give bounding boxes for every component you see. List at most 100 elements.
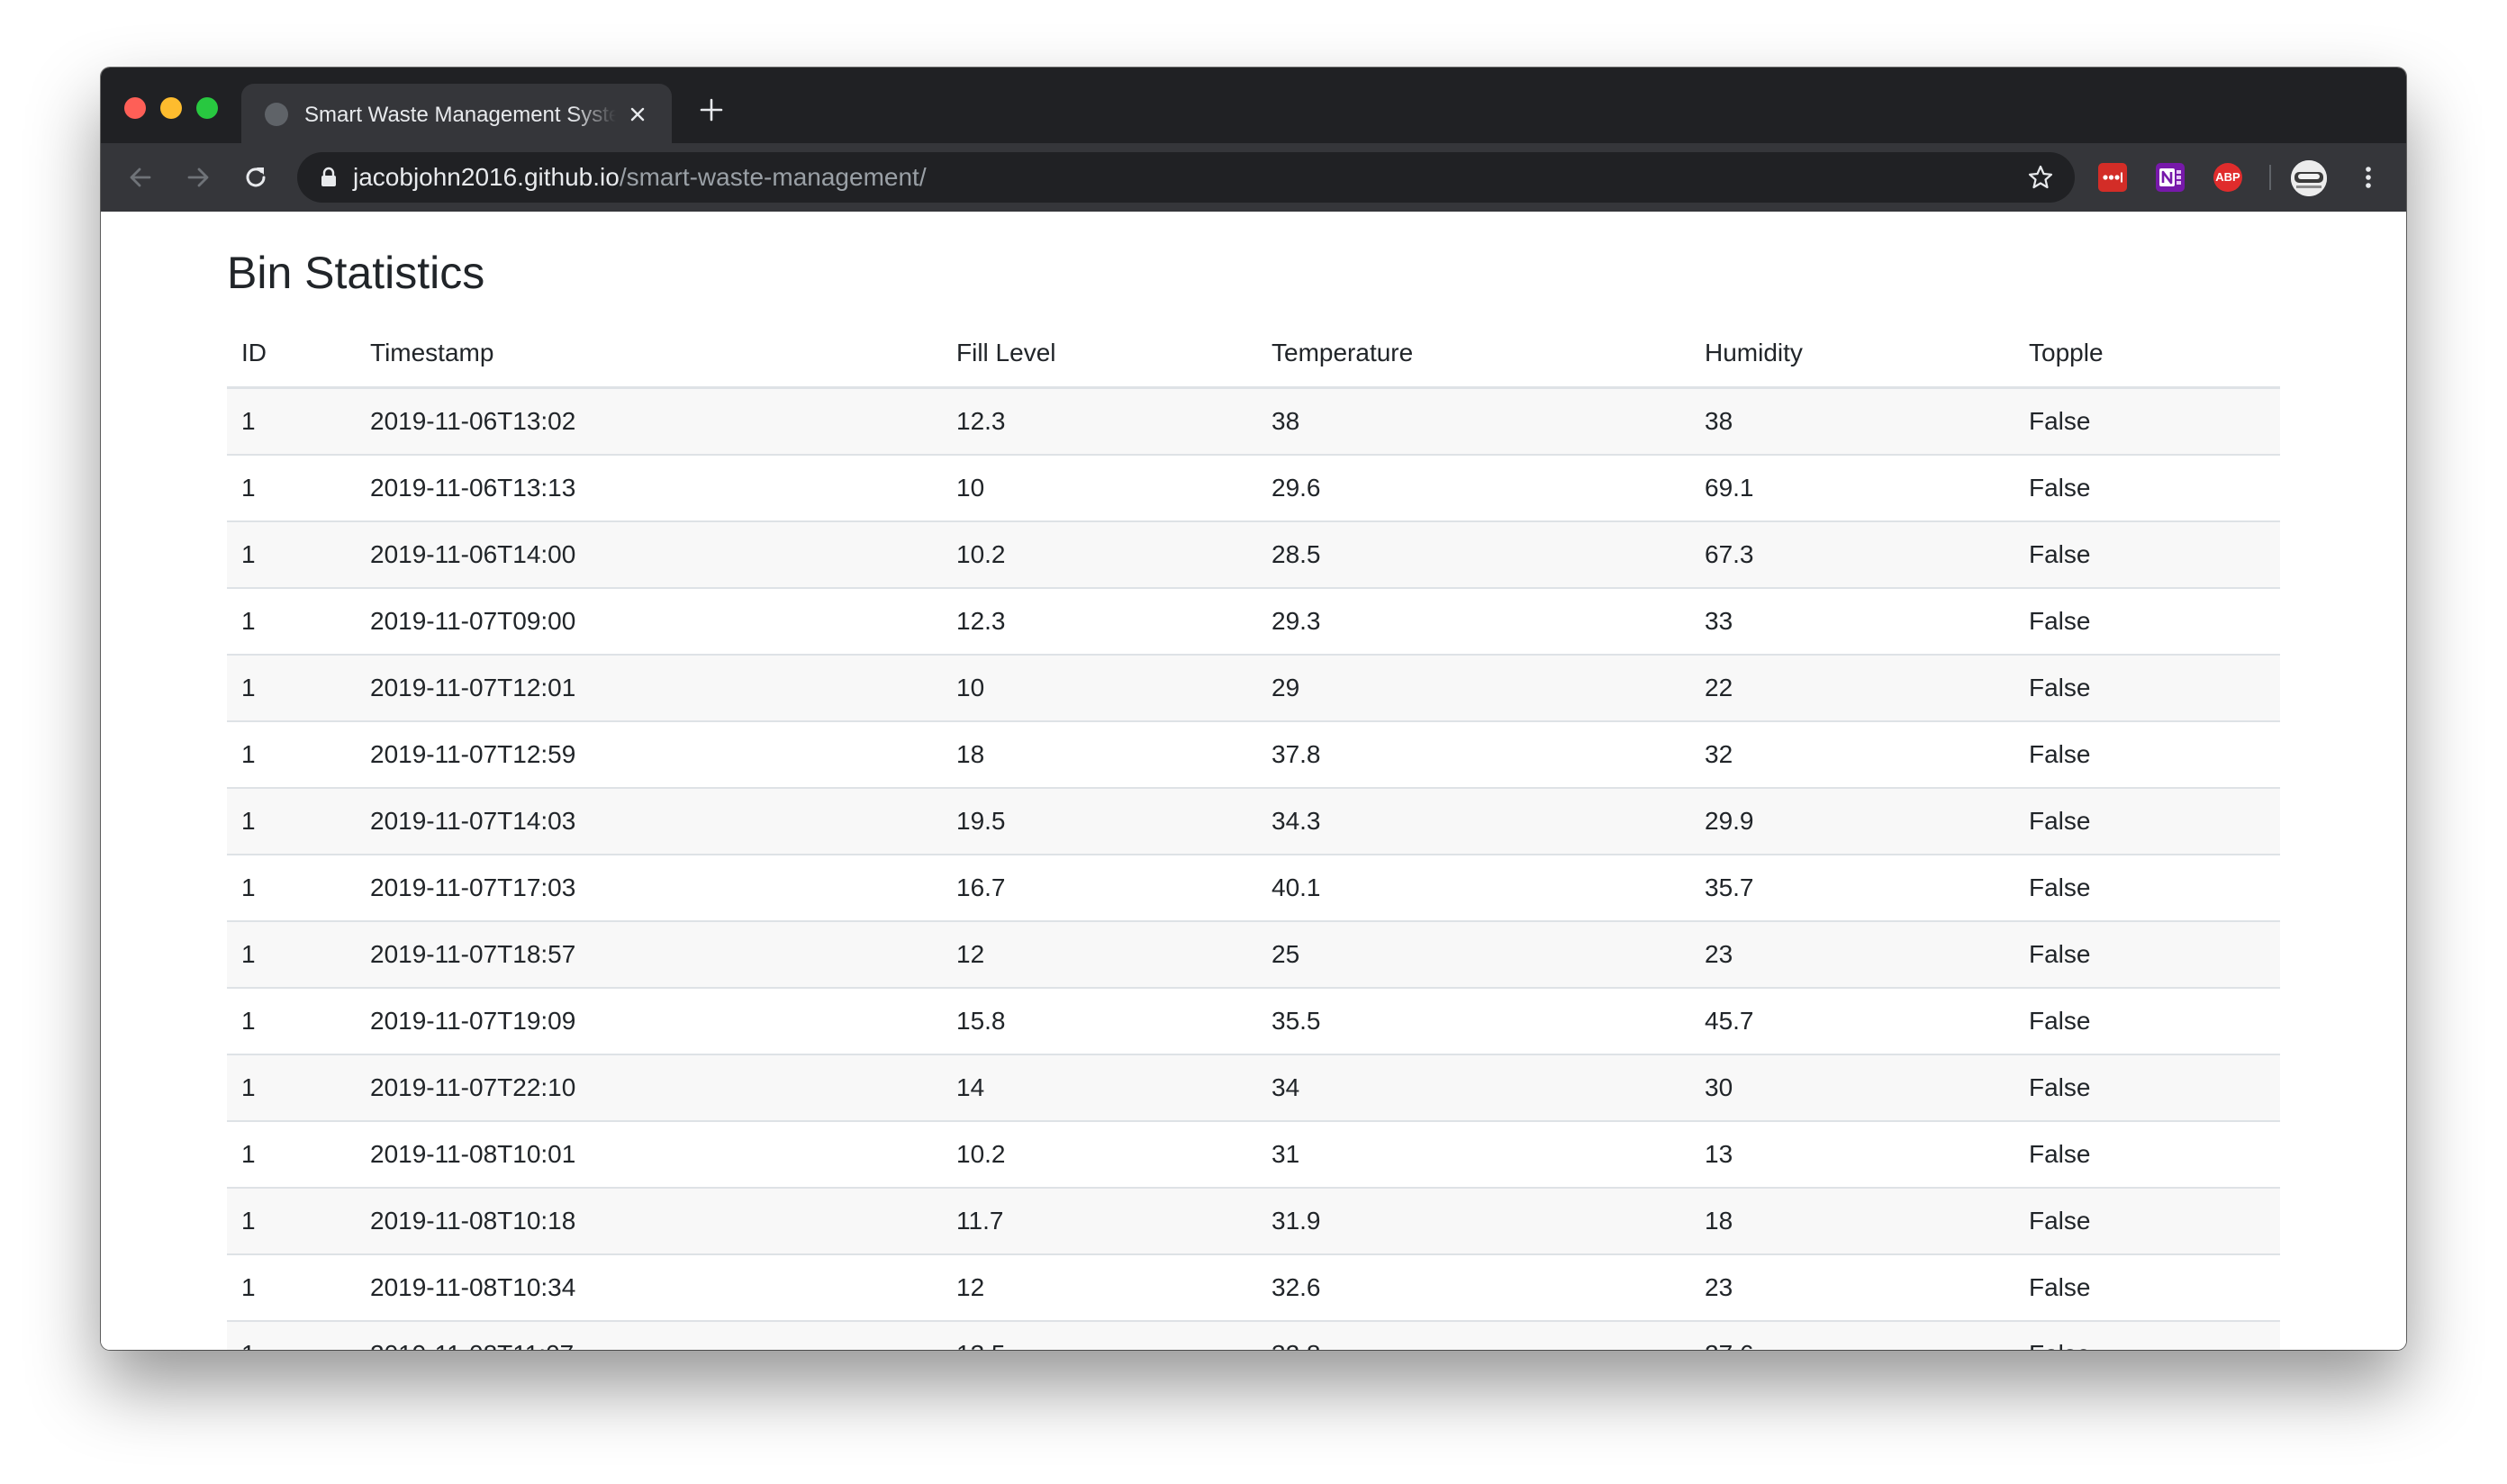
cell-humidity: 22 (1690, 654, 2014, 721)
table-row: 1 2019-11-08T10:18 11.7 31.9 18 False (227, 1187, 2280, 1254)
cell-topple: False (2014, 987, 2280, 1054)
cell-timestamp: 2019-11-07T12:59 (356, 720, 942, 788)
cell-temperature: 28.5 (1257, 520, 1690, 588)
cell-humidity: 32 (1690, 720, 2014, 788)
cell-fill-level: 10.2 (942, 520, 1257, 588)
cell-fill-level: 12 (942, 920, 1257, 988)
forward-arrow-icon[interactable] (180, 159, 216, 195)
cell-humidity: 67.3 (1690, 520, 2014, 588)
bookmark-star-icon[interactable] (2026, 163, 2055, 192)
cell-timestamp: 2019-11-08T10:01 (356, 1120, 942, 1188)
cell-id: 1 (227, 654, 356, 721)
cell-fill-level: 15.8 (942, 987, 1257, 1054)
cell-temperature: 31 (1257, 1120, 1690, 1188)
toolbar-divider (2269, 165, 2271, 190)
browser-titlebar: Smart Waste Management System (101, 68, 2406, 143)
cell-fill-level: 19.5 (942, 787, 1257, 855)
cell-topple: False (2014, 854, 2280, 921)
browser-toolbar: jacobjohn2016.github.io/smart-waste-mana… (101, 143, 2406, 212)
cell-fill-level: 12.3 (942, 587, 1257, 655)
back-arrow-icon[interactable] (122, 159, 158, 195)
column-header-humidity: Humidity (1690, 320, 2014, 389)
cell-fill-level: 11.7 (942, 1187, 1257, 1254)
cell-timestamp: 2019-11-07T22:10 (356, 1054, 942, 1121)
cell-timestamp: 2019-11-06T13:13 (356, 454, 942, 521)
column-header-timestamp: Timestamp (356, 320, 942, 389)
cell-id: 1 (227, 520, 356, 588)
cell-timestamp: 2019-11-08T10:18 (356, 1187, 942, 1254)
cell-id: 1 (227, 454, 356, 521)
onenote-n-icon (2159, 168, 2181, 186)
onenote-icon[interactable] (2156, 163, 2185, 192)
cell-humidity: 23 (1690, 1253, 2014, 1321)
avatar-image (2291, 160, 2327, 196)
table-row: 1 2019-11-07T17:03 16.7 40.1 35.7 False (227, 854, 2280, 921)
browser-tab-active[interactable]: Smart Waste Management System (241, 84, 672, 143)
cell-humidity: 33 (1690, 587, 2014, 655)
table-row: 1 2019-11-06T13:13 10 29.6 69.1 False (227, 454, 2280, 521)
tab-title: Smart Waste Management System (304, 103, 616, 127)
cell-id: 1 (227, 854, 356, 921)
cell-temperature: 38 (1257, 386, 1690, 455)
kebab-menu-icon[interactable] (2352, 161, 2385, 194)
cell-fill-level: 13.5 (942, 1320, 1257, 1350)
cell-temperature: 35.5 (1257, 987, 1690, 1054)
close-icon[interactable] (627, 104, 648, 125)
cell-id: 1 (227, 386, 356, 455)
table-row: 1 2019-11-07T19:09 15.8 35.5 45.7 False (227, 987, 2280, 1054)
cell-humidity: 30 (1690, 1054, 2014, 1121)
column-header-fill-level: Fill Level (942, 320, 1257, 389)
url-path: /smart-waste-management/ (619, 163, 927, 191)
column-header-id: ID (227, 320, 356, 389)
profile-avatar[interactable] (2291, 160, 2327, 196)
cell-timestamp: 2019-11-06T14:00 (356, 520, 942, 588)
page-title: Bin Statistics (227, 248, 485, 298)
lastpass-icon[interactable] (2098, 163, 2127, 192)
cell-temperature: 29.6 (1257, 454, 1690, 521)
cell-topple: False (2014, 454, 2280, 521)
cell-topple: False (2014, 1320, 2280, 1350)
cell-topple: False (2014, 386, 2280, 455)
cell-id: 1 (227, 920, 356, 988)
cell-temperature: 40.1 (1257, 854, 1690, 921)
cell-temperature: 37.8 (1257, 720, 1690, 788)
table-header-row: ID Timestamp Fill Level Temperature Humi… (227, 320, 2280, 389)
cell-temperature: 32.8 (1257, 1320, 1690, 1350)
cell-fill-level: 14 (942, 1054, 1257, 1121)
cell-temperature: 29 (1257, 654, 1690, 721)
table-row: 1 2019-11-06T13:02 12.3 38 38 False (227, 386, 2280, 455)
minimize-window-button[interactable] (160, 97, 182, 119)
page-content: Bin Statistics ID Timestamp Fill Level T… (101, 212, 2406, 1350)
cell-fill-level: 16.7 (942, 854, 1257, 921)
cell-topple: False (2014, 520, 2280, 588)
adblock-plus-icon[interactable]: ABP (2213, 163, 2242, 192)
table-row: 1 2019-11-07T14:03 19.5 34.3 29.9 False (227, 787, 2280, 855)
cell-id: 1 (227, 1187, 356, 1254)
address-bar[interactable]: jacobjohn2016.github.io/smart-waste-mana… (297, 152, 2075, 203)
cell-topple: False (2014, 1253, 2280, 1321)
cell-id: 1 (227, 1320, 356, 1350)
cell-humidity: 27.6 (1690, 1320, 2014, 1350)
cell-fill-level: 10 (942, 454, 1257, 521)
cell-temperature: 29.3 (1257, 587, 1690, 655)
table-row: 1 2019-11-06T14:00 10.2 28.5 67.3 False (227, 520, 2280, 588)
cell-timestamp: 2019-11-07T17:03 (356, 854, 942, 921)
cell-topple: False (2014, 654, 2280, 721)
maximize-window-button[interactable] (196, 97, 218, 119)
column-header-topple: Topple (2014, 320, 2280, 389)
new-tab-plus-icon[interactable] (698, 96, 725, 123)
cell-topple: False (2014, 1187, 2280, 1254)
cell-fill-level: 12.3 (942, 386, 1257, 455)
table-row: 1 2019-11-07T12:01 10 29 22 False (227, 654, 2280, 721)
close-window-button[interactable] (124, 97, 146, 119)
globe-icon (265, 103, 288, 126)
cell-topple: False (2014, 920, 2280, 988)
cell-id: 1 (227, 787, 356, 855)
cell-timestamp: 2019-11-07T18:57 (356, 920, 942, 988)
browser-window: Smart Waste Management System jacobjohn2… (101, 68, 2406, 1350)
cell-id: 1 (227, 1054, 356, 1121)
cell-timestamp: 2019-11-08T11:07 (356, 1320, 942, 1350)
cell-temperature: 34 (1257, 1054, 1690, 1121)
url-text: jacobjohn2016.github.io/smart-waste-mana… (353, 164, 927, 191)
reload-icon[interactable] (238, 159, 274, 195)
